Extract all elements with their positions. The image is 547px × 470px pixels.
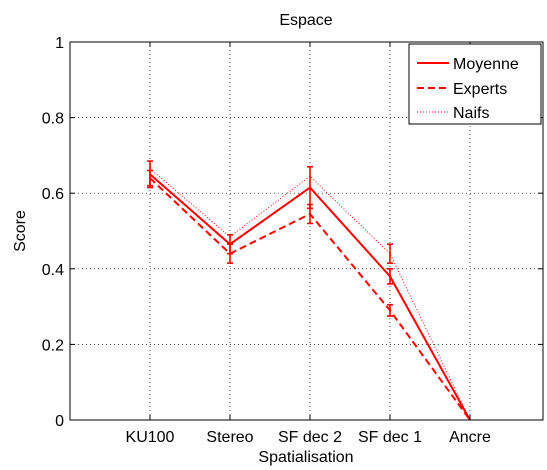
y-tick-label: 0.2 xyxy=(42,337,64,354)
x-tick-label: SF dec 2 xyxy=(278,429,342,446)
legend-label-moyenne: Moyenne xyxy=(453,56,519,73)
legend-label-experts: Experts xyxy=(453,81,507,98)
tick-layer: 0 0.2 0.4 0.6 0.8 1 KU100 Stereo SF dec 2 SF dec … xyxy=(42,35,543,446)
series-layer xyxy=(147,160,471,421)
y-tick-label: 0.8 xyxy=(42,111,64,128)
legend: Moyenne Experts Naifs xyxy=(408,43,542,125)
x-tick-label: Stereo xyxy=(206,429,253,446)
y-tick-label: 0 xyxy=(55,413,64,430)
y-tick-label: 0.4 xyxy=(42,262,64,279)
plot-frame xyxy=(69,41,544,421)
x-tick-label: KU100 xyxy=(126,429,175,446)
y-axis-label: Score xyxy=(12,210,29,252)
x-axis-label: Spatialisation xyxy=(258,449,353,466)
legend-box xyxy=(408,43,542,125)
y-tick-label: 1 xyxy=(55,35,64,52)
legend-label-naifs: Naifs xyxy=(453,105,489,122)
x-tick-label: Ancre xyxy=(449,429,491,446)
y-tick-label: 0.6 xyxy=(42,186,64,203)
chart-title: Espace xyxy=(279,12,332,29)
series-line-naifs xyxy=(149,168,471,421)
x-tick-label: SF dec 1 xyxy=(358,429,422,446)
